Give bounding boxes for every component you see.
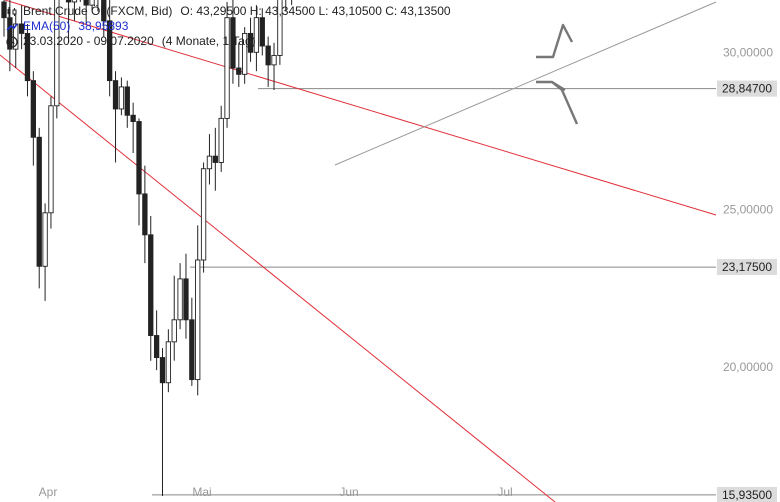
candle-body-down bbox=[236, 67, 242, 75]
scenario-arrows bbox=[536, 23, 579, 125]
header-ema-row: EMA(50) 38,95893 bbox=[6, 19, 451, 34]
candle-body-down bbox=[24, 32, 31, 82]
candle-body-up bbox=[54, 0, 60, 107]
chart-header: Brent Crude Öl (FXCM, Bid) O: 43,29500 H… bbox=[6, 4, 451, 49]
candle-body-down bbox=[1, 1, 7, 19]
candle-body-up bbox=[89, 0, 95, 6]
candle-body-up bbox=[177, 278, 183, 321]
candle-body-up bbox=[71, 0, 78, 3]
candle-body-down bbox=[142, 193, 148, 236]
x-axis: Apr Mai Jun Jul bbox=[39, 485, 513, 499]
candle-body-up bbox=[42, 212, 48, 267]
candle-body-down bbox=[136, 121, 142, 195]
candlestick-icon bbox=[7, 6, 17, 17]
level-labels: 43,1350048,9280044,3400039,5930036,95900… bbox=[717, 80, 777, 502]
candle-body-down bbox=[101, 0, 107, 22]
candle-body-down bbox=[265, 45, 271, 66]
y-tick-label: 30,00000 bbox=[723, 45, 773, 59]
level-label: 15,93500 bbox=[722, 488, 772, 502]
candle-body-down bbox=[153, 335, 160, 359]
candle-body-down bbox=[230, 17, 236, 69]
trendlines bbox=[0, 0, 717, 502]
ema-label: EMA(50) bbox=[23, 19, 71, 33]
candle-body-up bbox=[48, 105, 54, 214]
candle-body-down bbox=[30, 80, 36, 138]
candle-body-down bbox=[212, 155, 218, 163]
level-label: 28,84700 bbox=[722, 82, 772, 96]
candle-body-down bbox=[18, 23, 25, 34]
y-tick-label: 20,00000 bbox=[723, 360, 773, 374]
candle-body-up bbox=[218, 117, 224, 163]
header-title-row: Brent Crude Öl (FXCM, Bid) O: 43,29500 H… bbox=[6, 4, 451, 19]
bullish-scenario-arrow bbox=[536, 23, 574, 59]
horizontal-levels bbox=[152, 88, 716, 496]
level-label: 23,17500 bbox=[722, 260, 772, 274]
steep-downtrend-line bbox=[0, 54, 556, 502]
candle-body-down bbox=[124, 86, 130, 116]
candle-body-down bbox=[112, 80, 119, 110]
candle-body-up bbox=[165, 341, 172, 384]
bearish-arrow-tip bbox=[551, 80, 566, 92]
candle-body-down bbox=[107, 20, 113, 82]
clock-icon bbox=[6, 35, 18, 48]
candle-body-down bbox=[7, 17, 13, 50]
x-tick-label: Mai bbox=[192, 485, 211, 499]
header-range-row: 23.03.2020 - 09.07.2020 (4 Monate, 1 Tag… bbox=[6, 34, 451, 49]
x-tick-label: Jun bbox=[339, 485, 358, 499]
candle-body-down bbox=[83, 0, 89, 6]
y-tick-label: 25,00000 bbox=[723, 203, 773, 217]
x-tick-label: Apr bbox=[39, 485, 58, 499]
date-range-note: (4 Monate, 1 Tag) bbox=[161, 34, 256, 48]
candle-body-down bbox=[247, 32, 254, 53]
candle-body-up bbox=[253, 17, 260, 53]
date-range: 23.03.2020 - 09.07.2020 bbox=[23, 34, 154, 48]
candle-body-down bbox=[65, 0, 72, 3]
candle-body-down bbox=[148, 234, 154, 336]
instrument-title: Brent Crude Öl (FXCM, Bid) bbox=[23, 4, 173, 18]
level-label-box bbox=[717, 80, 777, 97]
candle-body-up bbox=[277, 0, 283, 56]
candle-body-down bbox=[36, 136, 42, 267]
candle-body-up bbox=[242, 32, 248, 75]
ema-line-icon bbox=[6, 23, 18, 31]
candle-body-up bbox=[271, 54, 277, 66]
candle-body-down bbox=[159, 357, 166, 384]
long-downtrend-line bbox=[4, 0, 717, 216]
candle-body-up bbox=[195, 259, 201, 381]
candle-body-up bbox=[118, 86, 125, 110]
candlestick-series bbox=[1, 0, 293, 497]
ema-value: 38,95893 bbox=[78, 19, 129, 33]
level-label-box bbox=[717, 486, 777, 502]
candle-body-down bbox=[259, 17, 265, 47]
candle-body-up bbox=[206, 155, 213, 170]
candle-body-down bbox=[183, 278, 189, 321]
ohlc-values: O: 43,29500 H: 43,34500 L: 43,10500 C: 4… bbox=[180, 4, 451, 18]
x-tick-label: Jul bbox=[497, 485, 512, 499]
candle-body-up bbox=[171, 319, 177, 343]
candle-body-up bbox=[224, 17, 230, 119]
candle-body-down bbox=[189, 319, 195, 381]
level-label-box bbox=[717, 259, 777, 276]
y-axis: 50,0000045,0000040,0000035,0000030,00000… bbox=[723, 45, 773, 374]
candle-body-up bbox=[200, 168, 207, 261]
candle-body-down bbox=[130, 114, 136, 122]
uptrend-support-line bbox=[334, 1, 717, 166]
